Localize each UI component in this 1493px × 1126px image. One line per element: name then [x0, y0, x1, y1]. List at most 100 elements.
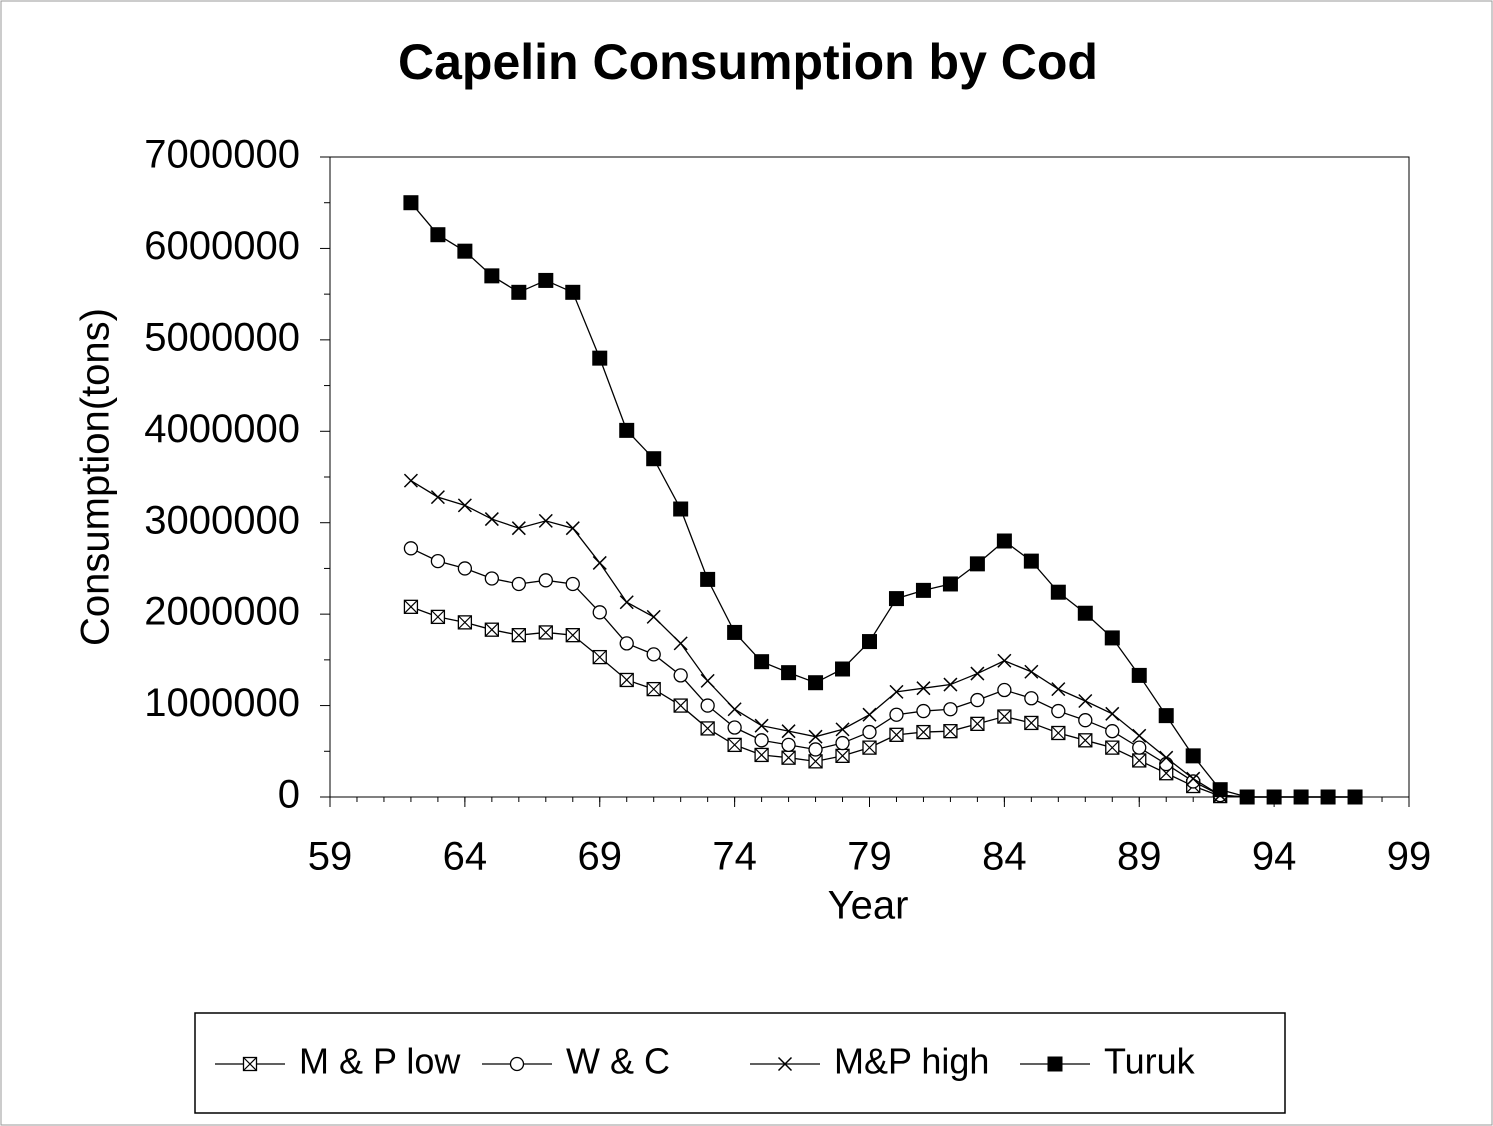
marker-cross [511, 628, 526, 643]
marker-cross [243, 1057, 257, 1071]
marker-circle [509, 1056, 525, 1072]
marker [1266, 789, 1282, 805]
marker [754, 654, 770, 670]
marker-circle [457, 561, 473, 576]
marker [538, 625, 553, 640]
marker [1131, 667, 1147, 683]
marker-cross [430, 609, 445, 624]
marker-x [943, 677, 958, 692]
legend-box [194, 1012, 1286, 1114]
marker-x [1132, 728, 1147, 743]
marker-square [835, 661, 851, 677]
marker-circle [781, 737, 796, 753]
marker-circle [403, 541, 419, 556]
marker [997, 682, 1012, 698]
y-tick-label: 0 [278, 773, 300, 817]
marker-cross [646, 682, 661, 697]
marker [808, 754, 823, 769]
marker [700, 698, 715, 713]
x-tick-label: 84 [982, 835, 1027, 879]
marker-x [781, 724, 796, 739]
y-tick-label: 1000000 [144, 681, 300, 725]
marker [997, 653, 1012, 668]
marker [1186, 771, 1201, 786]
marker [484, 622, 500, 637]
marker-cross [1132, 753, 1147, 768]
marker [1132, 728, 1147, 743]
marker-cross [970, 716, 985, 731]
marker [673, 698, 688, 713]
marker-square [996, 533, 1012, 549]
marker [1078, 693, 1093, 709]
marker-circle [592, 605, 607, 620]
marker [565, 576, 580, 592]
chart-title: Capelin Consumption by Cod [398, 34, 1098, 90]
marker [727, 624, 743, 640]
marker [619, 422, 635, 438]
marker-circle [673, 668, 688, 683]
marker [889, 727, 904, 742]
marker-square [808, 675, 824, 691]
marker [1051, 725, 1066, 741]
marker-circle [1051, 703, 1066, 719]
marker-circle [754, 733, 769, 748]
marker-square [484, 268, 500, 284]
marker [646, 647, 661, 662]
marker [727, 702, 742, 717]
marker-square [1320, 789, 1336, 805]
marker-square [1266, 789, 1282, 805]
marker-x [646, 609, 661, 624]
marker [565, 284, 581, 300]
marker-circle [1186, 774, 1201, 789]
marker-x [1024, 664, 1039, 679]
marker-x [727, 702, 742, 717]
marker [781, 665, 797, 681]
marker [430, 553, 446, 569]
marker-square [1185, 748, 1201, 764]
marker [673, 668, 688, 683]
marker [673, 636, 688, 651]
marker-circle [970, 692, 985, 708]
legend-label: Turuk [1104, 1041, 1196, 1082]
marker-circle [943, 702, 958, 717]
marker [509, 1056, 525, 1072]
x-tick-label: 99 [1387, 835, 1432, 879]
marker-circle [1078, 713, 1093, 728]
marker-x [1051, 682, 1066, 697]
marker-circle [646, 647, 661, 662]
marker-x [754, 718, 769, 733]
marker [916, 724, 931, 740]
marker-x [1186, 771, 1201, 786]
marker-circle [700, 698, 715, 713]
marker [777, 1056, 793, 1072]
marker-x [916, 681, 931, 696]
marker-cross [592, 650, 607, 665]
marker-x [1078, 693, 1093, 709]
marker-x [777, 1056, 793, 1072]
marker [700, 571, 716, 587]
marker [862, 707, 877, 722]
y-tick-label: 6000000 [144, 224, 300, 268]
marker [619, 636, 634, 651]
marker [430, 227, 446, 243]
marker-x [808, 729, 823, 744]
marker-cross [808, 754, 823, 769]
marker [862, 724, 877, 740]
marker-circle [889, 707, 904, 722]
marker [1078, 713, 1093, 728]
marker-square [1239, 789, 1255, 805]
marker-square [754, 654, 770, 670]
marker [1024, 691, 1039, 706]
marker [565, 521, 580, 536]
marker [619, 672, 634, 688]
marker-square [646, 451, 662, 467]
marker-x [1105, 706, 1120, 721]
marker [970, 716, 985, 732]
marker [835, 722, 850, 737]
marker-cross [565, 628, 580, 643]
marker-circle [430, 553, 446, 569]
marker-square [1158, 708, 1174, 724]
x-tick-label: 74 [712, 835, 757, 879]
marker-circle [1024, 691, 1039, 706]
marker-square [781, 665, 797, 681]
